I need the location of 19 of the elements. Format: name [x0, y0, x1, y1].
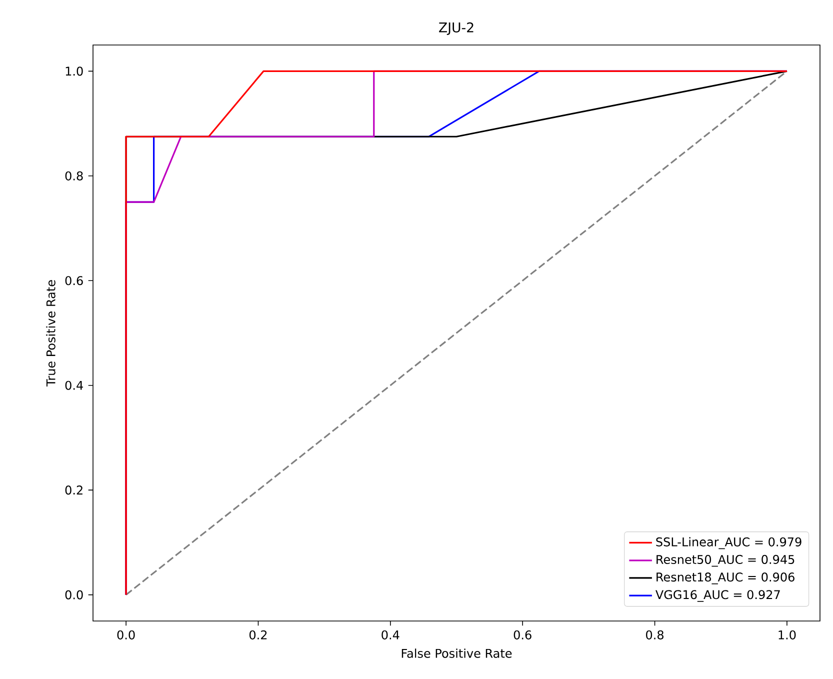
x-tick-label: 1.0	[778, 630, 796, 640]
legend-label: SSL-Linear_AUC = 0.979	[656, 537, 802, 550]
x-tick-label: 0.2	[249, 630, 267, 640]
y-axis-title: True Positive Rate	[46, 280, 56, 386]
y-tick-label: 0.8	[65, 171, 83, 180]
x-tick-label: 0.8	[646, 630, 664, 640]
y-tick-label: 0.6	[65, 276, 83, 286]
x-tick-label: 0.6	[514, 630, 532, 640]
x-axis-title: False Positive Rate	[402, 648, 512, 658]
x-tick-label: 0.0	[117, 630, 135, 640]
x-tick-label: 0.4	[382, 630, 400, 640]
y-tick-label: 0.2	[65, 486, 82, 495]
y-tick-label: 0.4	[65, 380, 83, 390]
legend-label: Resnet18_AUC = 0.906	[656, 572, 794, 584]
y-tick-label: 1.0	[66, 66, 83, 76]
legend-label: VGG16_AUC = 0.927	[656, 590, 780, 602]
chart-title: ZJU-2	[439, 22, 474, 35]
legend-label: Resnet50_AUC = 0.945	[656, 554, 794, 567]
y-tick-label: 0.0	[65, 590, 83, 600]
